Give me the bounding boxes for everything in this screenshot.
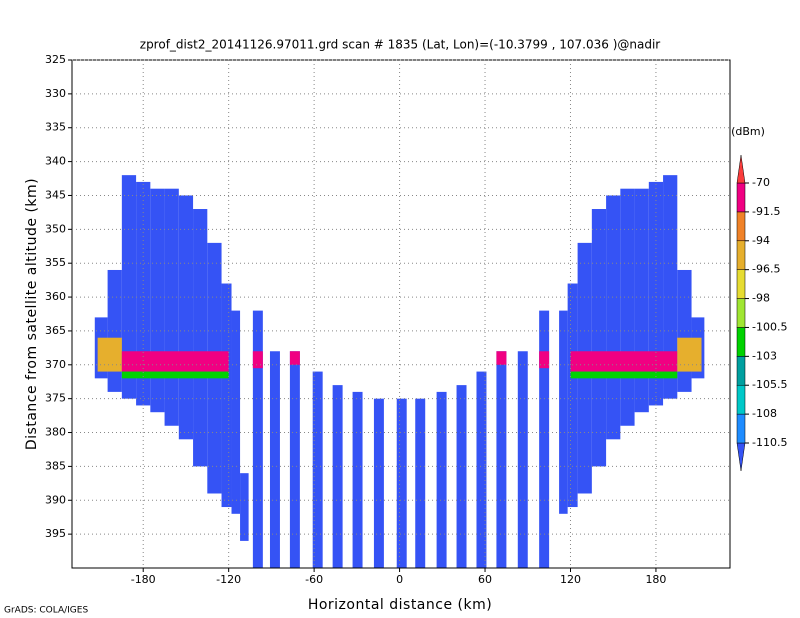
swath-column xyxy=(476,371,487,568)
echo-layer xyxy=(677,337,702,372)
swath-column xyxy=(136,181,151,406)
y-tick-label: 375 xyxy=(45,392,66,405)
colorbar-label: (dBm) xyxy=(731,125,765,138)
colorbar-segment xyxy=(736,154,746,184)
swath-column xyxy=(107,269,122,392)
swath-column xyxy=(252,310,263,568)
swath-column xyxy=(436,391,447,568)
swath-column xyxy=(231,310,241,514)
echo-layer xyxy=(252,351,263,369)
swath-column xyxy=(517,351,528,568)
swath-column xyxy=(150,188,165,413)
swath-column xyxy=(164,188,179,426)
swath-column xyxy=(121,175,137,399)
swath-column xyxy=(352,391,363,568)
swath-column xyxy=(396,398,407,568)
y-tick-label: 385 xyxy=(45,459,66,472)
y-tick-label: 390 xyxy=(45,493,66,506)
plot-area xyxy=(94,175,705,568)
swath-column xyxy=(269,351,280,568)
y-tick-label: 380 xyxy=(45,426,66,439)
colorbar-segment xyxy=(736,211,746,242)
colorbar-segment xyxy=(736,269,746,299)
swath-column xyxy=(221,283,232,508)
echo-layer xyxy=(289,351,300,365)
swath-column xyxy=(648,181,664,406)
x-axis-label: Horizontal distance (km) xyxy=(308,597,492,613)
y-tick-label: 325 xyxy=(45,53,66,66)
swath-column xyxy=(591,209,607,467)
echo-layer xyxy=(496,351,507,365)
source-credit: GrADS: COLA/IGES xyxy=(4,606,88,616)
y-tick-label: 345 xyxy=(45,188,66,201)
echo-layer xyxy=(121,351,229,372)
y-tick-label: 365 xyxy=(45,324,66,337)
colorbar-segment xyxy=(736,327,746,357)
colorbar-label: -100.5 xyxy=(752,320,787,333)
swath-column xyxy=(567,283,578,508)
colorbar-label: -70 xyxy=(752,176,770,189)
echo-layer xyxy=(121,371,229,379)
swath-column xyxy=(559,310,568,514)
x-tick-label: 180 xyxy=(645,573,666,586)
swath-column xyxy=(289,351,300,568)
x-tick-label: -180 xyxy=(131,573,156,586)
colorbar-label: -105.5 xyxy=(752,378,787,391)
y-tick-label: 340 xyxy=(45,155,66,168)
colorbar-label: -96.5 xyxy=(752,263,780,276)
swath-column xyxy=(332,385,343,568)
echo-layer xyxy=(570,351,678,372)
swath-column xyxy=(373,398,384,568)
swath-column xyxy=(606,195,621,440)
swath-column xyxy=(496,351,507,568)
chart-title: zprof_dist2_20141126.97011.grd scan # 18… xyxy=(140,38,661,52)
colorbar-label: -94 xyxy=(752,234,770,247)
colorbar-segment xyxy=(736,356,746,386)
colorbar-label: -91.5 xyxy=(752,205,780,218)
y-axis-label: Distance from satellite altitude (km) xyxy=(24,178,40,450)
y-tick-label: 330 xyxy=(45,87,66,100)
echo-layer xyxy=(570,371,678,379)
colorbar-label: -108 xyxy=(752,407,777,420)
echo-layer xyxy=(97,337,122,372)
colorbar-label: -103 xyxy=(752,349,777,362)
swath-column xyxy=(634,188,649,413)
colorbar-segment xyxy=(736,182,746,213)
colorbar-segment xyxy=(736,298,746,328)
colorbar-segment xyxy=(736,240,746,270)
swath-column xyxy=(240,473,249,541)
swath-column xyxy=(620,188,635,426)
x-tick-label: 60 xyxy=(478,573,492,586)
colorbar-segment xyxy=(736,384,746,415)
x-tick-label: 120 xyxy=(560,573,581,586)
colorbar-segment xyxy=(736,413,746,444)
colorbar-segment xyxy=(736,442,746,472)
swath-column xyxy=(415,398,426,568)
swath-column xyxy=(539,310,550,568)
x-tick-label: 0 xyxy=(396,573,403,586)
y-tick-label: 355 xyxy=(45,256,66,269)
colorbar-label: -98 xyxy=(752,292,770,305)
y-tick-label: 350 xyxy=(45,222,66,235)
swath-column xyxy=(663,175,678,399)
x-tick-label: -60 xyxy=(305,573,323,586)
colorbar-label: -110.5 xyxy=(752,436,787,449)
swath-column xyxy=(456,385,467,568)
y-tick-label: 360 xyxy=(45,290,66,303)
swath-column xyxy=(312,371,323,568)
x-tick-label: -120 xyxy=(216,573,241,586)
swath-column xyxy=(193,209,208,467)
y-tick-label: 370 xyxy=(45,358,66,371)
y-tick-label: 395 xyxy=(45,527,66,540)
echo-layer xyxy=(539,351,550,369)
swath-column xyxy=(178,195,194,440)
y-tick-label: 335 xyxy=(45,121,66,134)
